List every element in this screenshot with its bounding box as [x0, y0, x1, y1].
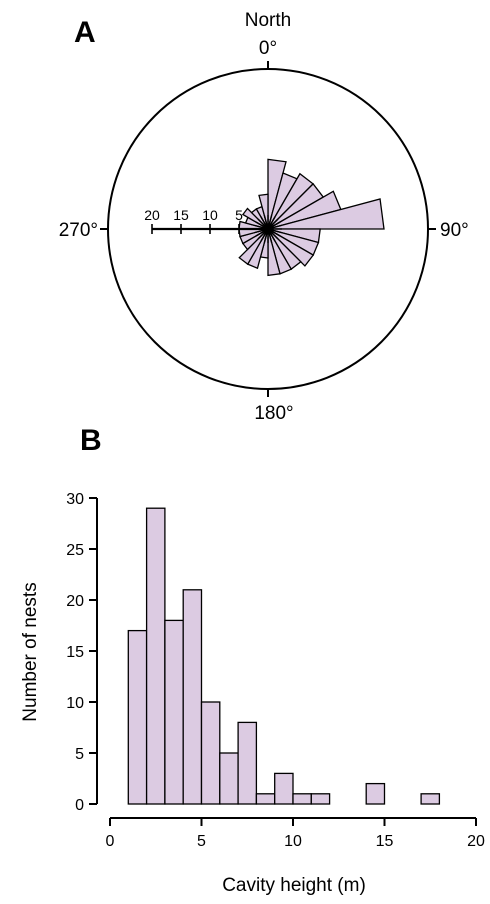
- direction-label-90: 90°: [440, 220, 469, 241]
- histogram-bar: [365, 782, 386, 805]
- y-tick-label: 30: [66, 491, 84, 508]
- y-tick-label: 25: [66, 542, 84, 559]
- histogram-bars: [127, 507, 441, 805]
- histogram-bar: [274, 772, 294, 805]
- histogram-bar: [219, 752, 239, 805]
- rose-wedge: [267, 198, 385, 230]
- histogram-bar: [164, 619, 184, 805]
- direction-label-180: 180°: [254, 403, 293, 424]
- histogram-bar: [127, 629, 148, 805]
- histogram-y-axis: 0 5 10 15 20 25 30: [66, 491, 98, 814]
- histogram-bar: [292, 793, 312, 805]
- histogram-bar: [145, 507, 166, 805]
- y-tick-label: 20: [66, 593, 84, 610]
- y-tick-label: 10: [66, 695, 84, 712]
- histogram-bar: [200, 701, 221, 805]
- x-tick-label: 10: [284, 833, 302, 850]
- rose-scale-tick-label: 15: [173, 207, 189, 223]
- direction-label-0: 0°: [259, 38, 277, 59]
- y-tick-label: 15: [66, 644, 84, 661]
- rose-scale-tick-label: 5: [235, 207, 243, 223]
- rose-spoke: [263, 215, 269, 230]
- histogram-x-axis: 0 5 10 15 20: [106, 817, 485, 850]
- rose-diagram: 20 15 10 5 North 0° 90° 180° 270°: [59, 10, 469, 424]
- rose-scale-tick-label: 10: [202, 207, 218, 223]
- north-label: North: [245, 10, 291, 31]
- panel-a-label: A: [74, 16, 96, 49]
- histogram-bar: [310, 793, 331, 805]
- x-axis-title: Cavity height (m): [222, 875, 366, 896]
- x-tick-label: 15: [376, 833, 394, 850]
- histogram-bar: [420, 793, 441, 805]
- x-tick-label: 0: [106, 833, 115, 850]
- panel-b-label: B: [80, 424, 102, 457]
- histogram-bar: [237, 721, 258, 805]
- direction-label-270: 270°: [59, 220, 98, 241]
- histogram-bar: [255, 793, 276, 805]
- rose-radial-scale: 20 15 10 5: [144, 207, 268, 234]
- x-tick-label: 5: [197, 833, 206, 850]
- y-axis-title: Number of nests: [20, 582, 41, 721]
- y-tick-label: 5: [75, 746, 84, 763]
- x-tick-label: 20: [467, 833, 485, 850]
- y-tick-label: 0: [75, 797, 84, 814]
- histogram-bar: [182, 589, 203, 805]
- rose-scale-tick-label: 20: [144, 207, 160, 223]
